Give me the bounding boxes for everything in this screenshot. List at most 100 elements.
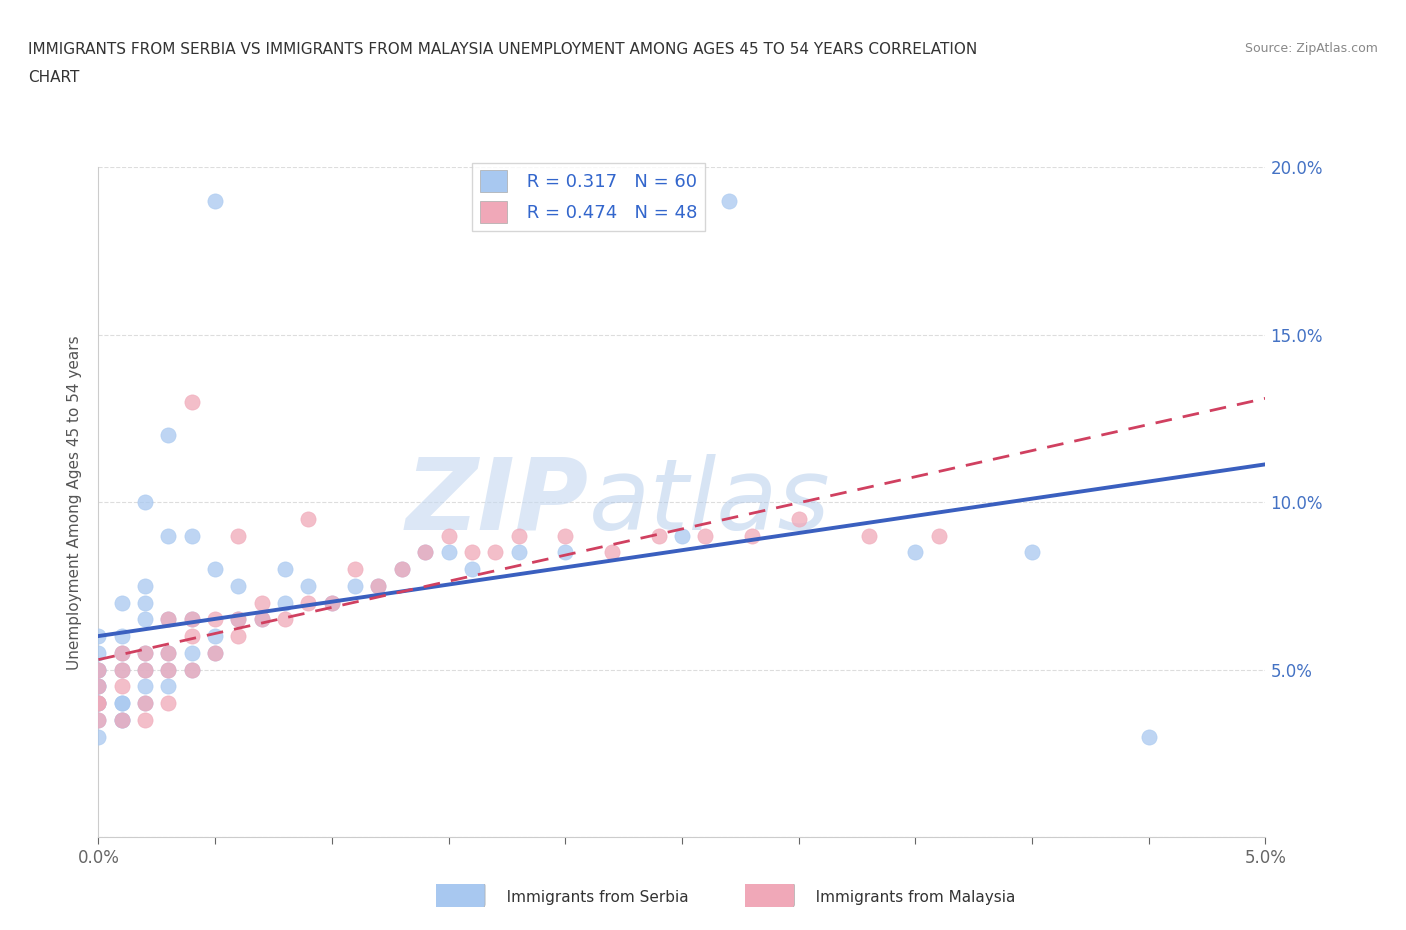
- Point: [250, 595, 273, 610]
- Point: [111, 712, 134, 727]
- Point: [87, 679, 110, 694]
- Point: [111, 629, 134, 644]
- Point: [508, 545, 530, 560]
- Point: [134, 662, 156, 677]
- Point: [157, 662, 180, 677]
- Point: [204, 645, 226, 660]
- Point: [204, 629, 226, 644]
- Point: [87, 712, 110, 727]
- Point: [554, 528, 576, 543]
- Point: [87, 712, 110, 727]
- Point: [228, 629, 250, 644]
- Point: [1021, 545, 1043, 560]
- Point: [321, 595, 343, 610]
- Point: [274, 595, 297, 610]
- Point: [87, 696, 110, 711]
- Point: [250, 612, 273, 627]
- Point: [228, 578, 250, 593]
- Point: [858, 528, 880, 543]
- Point: [437, 545, 460, 560]
- Point: [111, 679, 134, 694]
- Point: [134, 712, 156, 727]
- Point: [717, 193, 740, 208]
- Point: [87, 662, 110, 677]
- Point: [111, 662, 134, 677]
- Point: [111, 696, 134, 711]
- Point: [344, 562, 367, 577]
- Point: [87, 662, 110, 677]
- Point: [461, 545, 484, 560]
- Point: [204, 645, 226, 660]
- Point: [111, 662, 134, 677]
- Point: [111, 595, 134, 610]
- Point: [647, 528, 669, 543]
- Point: [180, 662, 202, 677]
- Point: [204, 612, 226, 627]
- Point: [180, 629, 202, 644]
- Point: [484, 545, 506, 560]
- Point: [391, 562, 413, 577]
- Text: atlas: atlas: [589, 454, 830, 551]
- Point: [134, 662, 156, 677]
- Point: [367, 578, 389, 593]
- Point: [180, 528, 202, 543]
- Point: [134, 679, 156, 694]
- Point: [180, 612, 202, 627]
- Point: [111, 645, 134, 660]
- Point: [134, 696, 156, 711]
- Point: [180, 662, 202, 677]
- Point: [228, 612, 250, 627]
- Point: [461, 562, 484, 577]
- Point: [134, 612, 156, 627]
- Point: [111, 712, 134, 727]
- Point: [274, 612, 297, 627]
- Point: [157, 612, 180, 627]
- Point: [180, 394, 202, 409]
- Point: [134, 495, 156, 510]
- Point: [134, 595, 156, 610]
- Point: [508, 528, 530, 543]
- Point: [391, 562, 413, 577]
- Point: [134, 645, 156, 660]
- Point: [228, 528, 250, 543]
- Text: ZIP: ZIP: [405, 454, 589, 551]
- FancyBboxPatch shape: [415, 879, 485, 911]
- Point: [87, 696, 110, 711]
- Point: [274, 562, 297, 577]
- Point: [180, 645, 202, 660]
- Point: [787, 512, 810, 526]
- Text: IMMIGRANTS FROM SERBIA VS IMMIGRANTS FROM MALAYSIA UNEMPLOYMENT AMONG AGES 45 TO: IMMIGRANTS FROM SERBIA VS IMMIGRANTS FRO…: [28, 42, 977, 57]
- Point: [87, 696, 110, 711]
- Point: [204, 562, 226, 577]
- Point: [134, 645, 156, 660]
- Point: [413, 545, 436, 560]
- Point: [157, 679, 180, 694]
- Point: [297, 578, 319, 593]
- Point: [87, 629, 110, 644]
- Point: [367, 578, 389, 593]
- Point: [204, 193, 226, 208]
- Point: [297, 512, 319, 526]
- Point: [87, 662, 110, 677]
- Point: [157, 612, 180, 627]
- Point: [87, 679, 110, 694]
- Point: [228, 612, 250, 627]
- FancyBboxPatch shape: [724, 879, 794, 911]
- Text: Immigrants from Serbia: Immigrants from Serbia: [492, 890, 689, 905]
- Point: [157, 662, 180, 677]
- Point: [157, 645, 180, 660]
- Point: [134, 696, 156, 711]
- Text: CHART: CHART: [28, 70, 80, 85]
- Point: [928, 528, 950, 543]
- Point: [157, 696, 180, 711]
- Point: [741, 528, 763, 543]
- Point: [111, 712, 134, 727]
- Point: [344, 578, 367, 593]
- Point: [87, 645, 110, 660]
- Point: [904, 545, 927, 560]
- Y-axis label: Unemployment Among Ages 45 to 54 years: Unemployment Among Ages 45 to 54 years: [67, 335, 83, 670]
- Point: [87, 729, 110, 744]
- Point: [180, 612, 202, 627]
- Point: [1137, 729, 1160, 744]
- Point: [695, 528, 717, 543]
